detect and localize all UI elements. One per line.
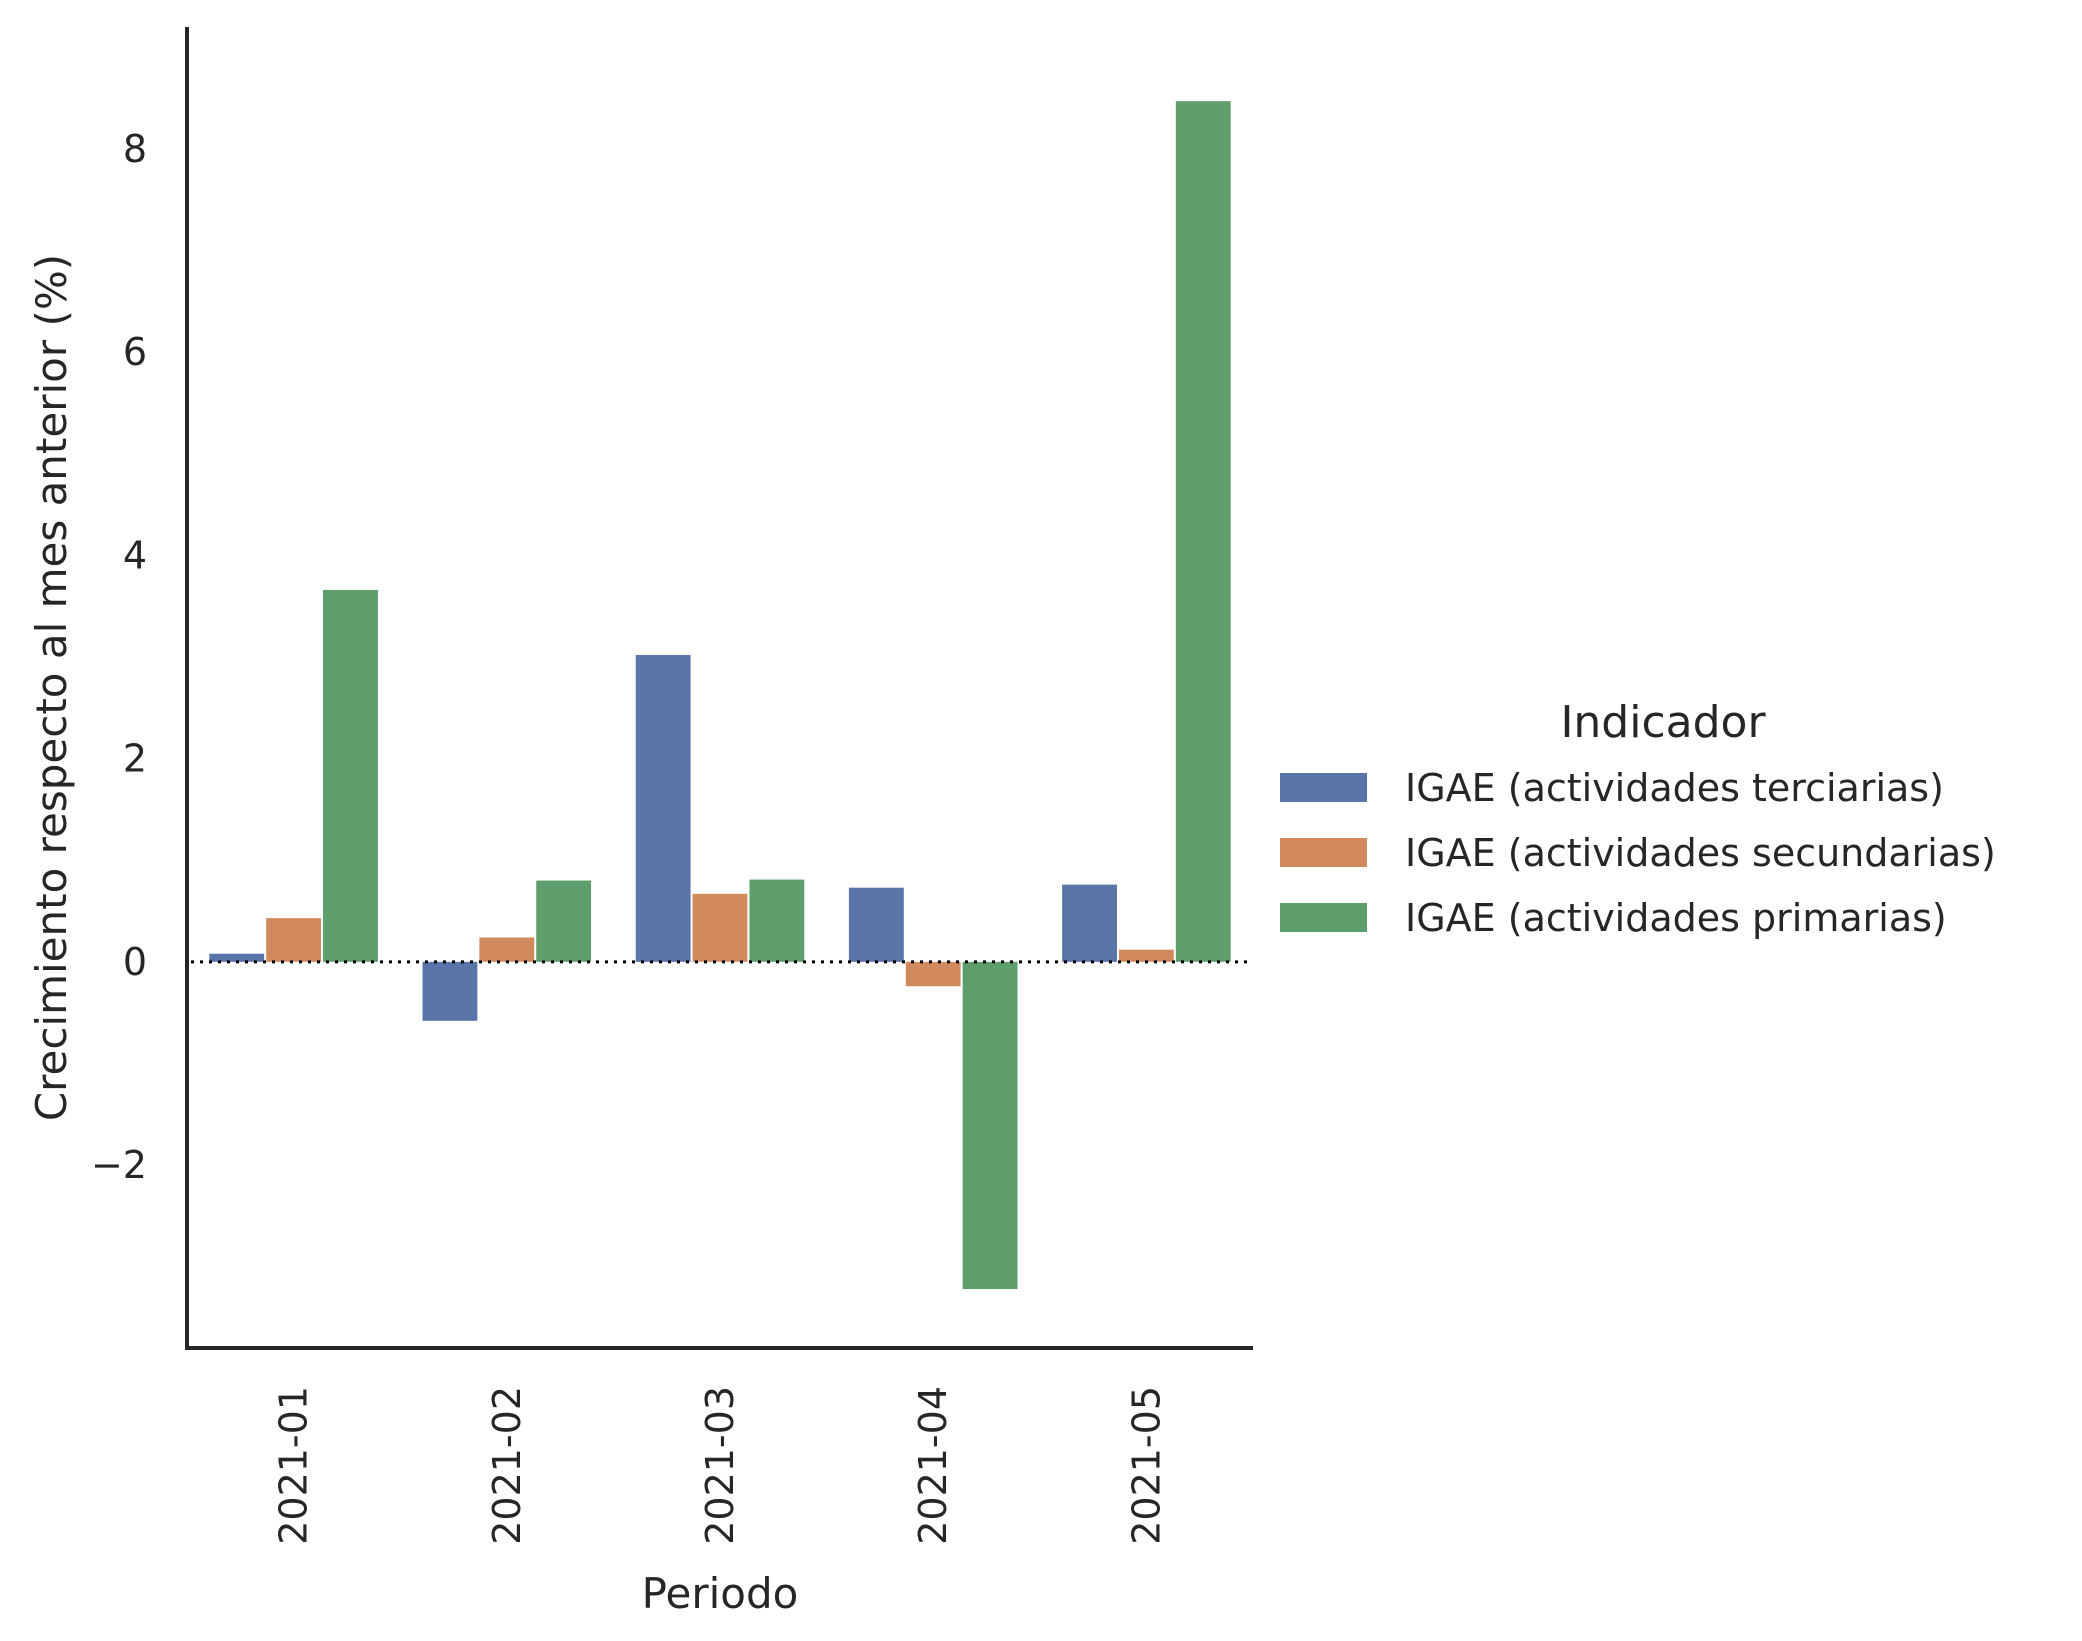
y-tick-label: −2 (91, 1143, 147, 1187)
legend-swatch (1280, 903, 1367, 932)
bar-2021-02-series-2 (479, 937, 535, 962)
legend-swatch (1280, 773, 1367, 802)
y-tick-label: 8 (123, 127, 147, 171)
y-tick-label: 4 (123, 533, 147, 577)
bar-2021-05-series-2 (1118, 949, 1174, 962)
y-axis-title: Crecimiento respecto al mes anterior (%) (27, 254, 76, 1121)
bar-2021-02-series-3 (536, 880, 592, 962)
x-tick-label: 2021-01 (272, 1386, 316, 1545)
bar-2021-04-series-1 (848, 887, 904, 962)
x-tick-label: 2021-04 (911, 1386, 955, 1545)
x-tick-label: 2021-02 (485, 1386, 529, 1545)
bar-2021-03-series-2 (692, 893, 748, 962)
bar-2021-01-series-1 (209, 953, 265, 962)
x-axis-title: Periodo (642, 1569, 799, 1618)
bar-2021-05-series-3 (1175, 101, 1231, 962)
y-ticks-group: −2 0 2 4 6 8 (91, 127, 147, 1187)
y-tick-label: 0 (123, 940, 147, 984)
bars-group (209, 101, 1231, 1290)
y-tick-label: 6 (123, 330, 147, 374)
bar-2021-04-series-3 (962, 961, 1018, 1290)
legend-label: IGAE (actividades secundarias) (1405, 831, 1996, 875)
legend-swatch (1280, 838, 1367, 867)
bar-2021-03-series-1 (635, 654, 691, 962)
legend-title: Indicador (1560, 697, 1766, 748)
bar-2021-05-series-1 (1062, 884, 1117, 962)
bar-2021-03-series-3 (749, 879, 805, 962)
legend-label: IGAE (actividades terciarias) (1405, 766, 1944, 810)
x-tick-label: 2021-05 (1124, 1386, 1168, 1545)
bar-2021-02-series-1 (422, 961, 478, 1021)
x-ticks-group: 2021-01 2021-02 2021-03 2021-04 2021-05 (272, 1386, 1169, 1545)
bar-2021-01-series-3 (323, 589, 378, 962)
legend-label: IGAE (actividades primarias) (1405, 896, 1947, 940)
x-tick-label: 2021-03 (698, 1386, 742, 1545)
bar-2021-04-series-2 (905, 961, 961, 987)
y-tick-label: 2 (123, 737, 147, 781)
bar-2021-01-series-2 (266, 918, 322, 962)
legend: Indicador IGAE (actividades terciarias) I… (1280, 697, 1996, 940)
